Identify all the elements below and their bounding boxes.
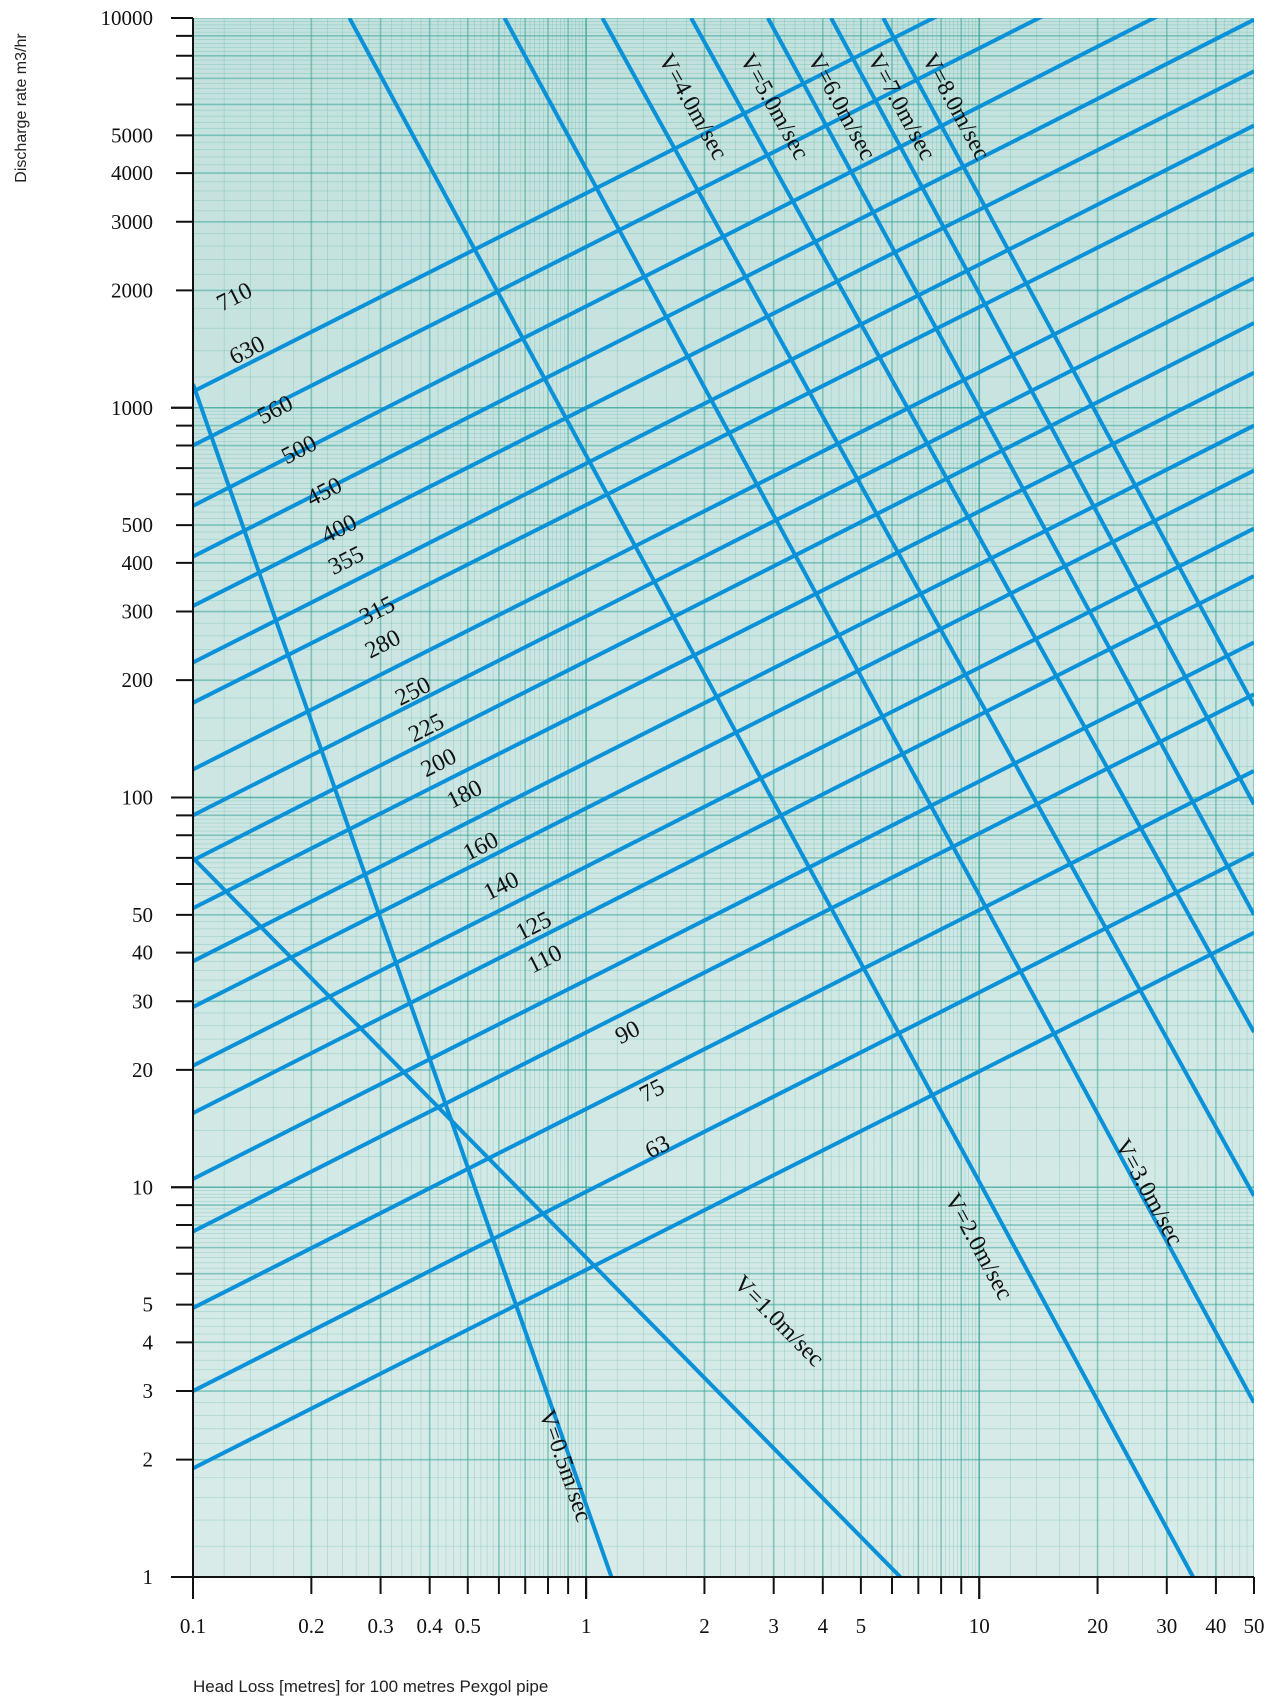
x-tick-label: 5 <box>856 1614 867 1638</box>
pipe-series-line <box>193 468 1254 1009</box>
pipe-series-line <box>193 276 1254 818</box>
major-grid <box>193 18 1254 1577</box>
velocity-series-line <box>829 18 1254 806</box>
pipe-series-line <box>193 370 1254 910</box>
x-tick-label: 20 <box>1087 1614 1108 1638</box>
y-tick-label: 20 <box>132 1058 153 1082</box>
x-tick-label: 0.1 <box>180 1614 206 1638</box>
x-tick-label: 40 <box>1205 1614 1226 1638</box>
pipe-series-line <box>193 18 938 394</box>
y-tick-label: 500 <box>122 513 154 537</box>
x-tick-label: 4 <box>818 1614 829 1638</box>
pipe-series-line <box>193 18 1254 559</box>
y-tick-label: 4 <box>143 1330 154 1354</box>
velocity-series-line <box>193 383 614 1577</box>
pipe-series-line <box>193 640 1254 1181</box>
series-lines <box>193 18 1254 1577</box>
y-tick-label: 30 <box>132 989 153 1013</box>
pipe-series-line <box>193 123 1254 665</box>
pipe-series-line <box>193 526 1254 1068</box>
pipe-series-line <box>193 769 1254 1310</box>
y-tick-label: 1000 <box>111 396 153 420</box>
y-tick-label: 3 <box>143 1379 154 1403</box>
pipe-series-line <box>193 692 1254 1234</box>
y-tick-label: 4000 <box>111 161 153 185</box>
pipe-series-line <box>193 321 1254 863</box>
y-tick-label: 1 <box>143 1565 154 1589</box>
x-axis-label: Head Loss [metres] for 100 metres Pexgol… <box>193 1677 548 1696</box>
x-tick-label: 0.3 <box>367 1614 393 1638</box>
y-tick-label: 200 <box>122 668 154 692</box>
y-tick-label: 400 <box>122 551 154 575</box>
y-axis-label: Discharge rate m3/hr <box>13 33 30 183</box>
velocity-series-line <box>881 18 1254 707</box>
y-tick-label: 2000 <box>111 278 153 302</box>
velocity-series-line <box>766 18 1254 916</box>
x-tick-label: 0.4 <box>417 1614 444 1638</box>
pipe-series-line <box>193 231 1254 772</box>
velocity-series-line <box>689 18 1254 1034</box>
y-tick-label: 2 <box>143 1448 154 1472</box>
y-tick-label: 10000 <box>101 6 154 30</box>
y-tick-label: 5000 <box>111 123 153 147</box>
x-tick-label: 0.2 <box>298 1614 324 1638</box>
velocity-series-line <box>347 18 1195 1577</box>
pipe-series-line <box>193 574 1254 1115</box>
pipe-series-line <box>193 18 1044 448</box>
x-tick-label: 3 <box>768 1614 779 1638</box>
y-tick-label: 10 <box>132 1175 153 1199</box>
x-tick-label: 1 <box>581 1614 592 1638</box>
pipe-series-line <box>193 167 1254 705</box>
pipe-series-line <box>193 851 1254 1393</box>
y-tick-label: 100 <box>122 786 154 810</box>
x-tick-label: 2 <box>699 1614 710 1638</box>
velocity-series-line <box>502 18 1254 1404</box>
x-tick-label: 50 <box>1244 1614 1265 1638</box>
y-tick-label: 300 <box>122 600 154 624</box>
x-tick-label: 30 <box>1156 1614 1177 1638</box>
pipe-series-line <box>193 930 1254 1471</box>
velocity-series-line <box>193 856 902 1577</box>
x-tick-label: 10 <box>969 1614 990 1638</box>
y-tick-label: 50 <box>132 903 153 927</box>
pipe-series-line <box>193 69 1254 608</box>
y-tick-label: 3000 <box>111 210 153 234</box>
y-tick-label: 40 <box>132 941 153 965</box>
y-tick-label: 5 <box>143 1293 154 1317</box>
pipe-series-line <box>193 423 1254 964</box>
velocity-series-line <box>600 18 1254 1197</box>
axes: 1234510203040501002003004005001000200030… <box>101 6 1265 1638</box>
x-tick-label: 0.5 <box>455 1614 481 1638</box>
